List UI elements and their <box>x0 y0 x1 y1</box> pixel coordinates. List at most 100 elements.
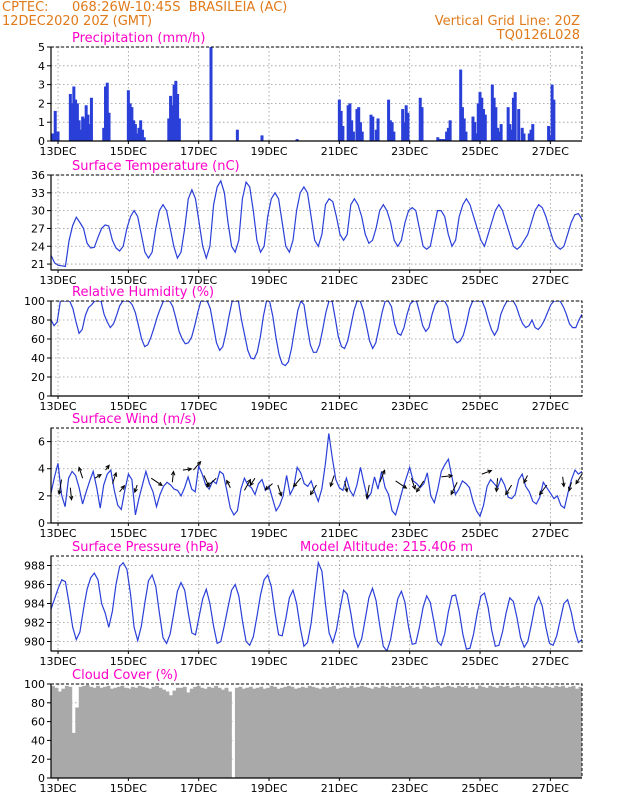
y-tick-label: 1 <box>38 116 45 129</box>
precip-bar <box>84 105 88 141</box>
cloud-bar <box>169 695 173 778</box>
x-tick-label: 23DEC <box>391 145 428 158</box>
cloud-bar <box>51 685 55 778</box>
precip-bar <box>443 139 447 141</box>
cloud-bar <box>68 686 73 778</box>
cloud-bar <box>120 685 125 778</box>
precip-bar <box>132 120 136 141</box>
cloud-bar <box>228 691 232 778</box>
wind-arrow <box>193 461 202 471</box>
cloud-bar <box>366 687 371 778</box>
x-tick-label: 23DEC <box>391 782 428 795</box>
cloud-bar <box>116 686 121 778</box>
precip-bar <box>235 129 239 141</box>
precip-bar <box>446 127 450 141</box>
cloud-bar <box>425 686 430 778</box>
wind-arrow-head <box>575 479 580 485</box>
precip-bar <box>471 116 475 141</box>
wind-arrow <box>481 470 492 475</box>
cloud-bar <box>564 687 569 778</box>
cloud-bar <box>57 691 62 778</box>
precip-bar <box>51 133 55 141</box>
cloud-bar <box>172 690 177 778</box>
cloud-bar <box>186 692 191 778</box>
wind-arrow <box>78 467 84 479</box>
precip-bar <box>464 131 468 141</box>
y-tick-label: 60 <box>31 716 45 729</box>
wind-arrow <box>539 484 548 495</box>
x-tick-label: 27DEC <box>532 655 569 668</box>
wind-arrow <box>344 480 348 492</box>
header-grid-line: Vertical Grid Line: 20Z <box>434 14 580 29</box>
cloud-bar <box>474 688 479 778</box>
precip-bar <box>174 80 178 141</box>
cloud-bar <box>214 685 218 778</box>
wind-arrow-head <box>487 469 493 474</box>
cloud-bar <box>189 688 194 778</box>
cloud-bar <box>141 686 146 778</box>
x-tick-label: 25DEC <box>461 782 498 795</box>
precip-bar <box>506 107 510 141</box>
cloud-bar <box>283 686 288 778</box>
cloud-bar <box>380 685 385 778</box>
precip-bar <box>387 99 391 141</box>
precip-bar <box>170 105 174 141</box>
precip-bar <box>53 110 57 141</box>
precip-bar <box>513 92 517 141</box>
cloud-bar <box>467 687 472 778</box>
wind-arrow <box>562 476 565 487</box>
precip-bar <box>517 109 521 141</box>
x-tick-label: 27DEC <box>532 782 569 795</box>
cloud-bar <box>200 687 205 778</box>
precip-bar <box>346 105 350 141</box>
cloud-bar <box>300 686 305 778</box>
cloud-bar <box>491 686 496 778</box>
wind-arrow <box>171 471 175 483</box>
cloud-bar <box>346 687 350 778</box>
precip-bar <box>89 97 93 141</box>
wind-arrow <box>505 484 513 495</box>
temp-frame <box>50 174 583 271</box>
x-tick-label: 15DEC <box>110 527 147 540</box>
precip-bar <box>341 125 345 141</box>
precip-bar <box>438 139 442 141</box>
cloud-bar <box>245 687 250 778</box>
y-tick-label: 984 <box>24 598 45 611</box>
cloud-bar <box>557 686 562 778</box>
cloud-bar <box>349 685 354 778</box>
cloud-bar <box>110 688 114 778</box>
x-tick-label: 13DEC <box>39 145 76 158</box>
precip-bar <box>56 131 60 141</box>
precip-bar <box>77 120 81 141</box>
precip-bar <box>107 112 111 141</box>
y-tick-label: 6 <box>38 436 45 449</box>
cloud-bar <box>89 686 94 778</box>
precip-bar <box>139 120 143 141</box>
x-tick-label: 13DEC <box>39 400 76 413</box>
wind-arrow <box>69 487 73 500</box>
cloud-bar <box>210 687 215 778</box>
y-tick-label: 100 <box>24 678 45 691</box>
x-tick-label: 13DEC <box>39 274 76 287</box>
wind-arrow-head <box>505 490 510 496</box>
precip-bar <box>508 124 512 141</box>
wind-arrow <box>441 475 453 478</box>
y-tick-label: 0 <box>38 517 45 530</box>
y-tick-label: 0 <box>38 772 45 785</box>
header-model: TQ0126L028 <box>496 28 580 43</box>
precip-bar <box>390 122 394 141</box>
cloud-bar <box>92 687 97 778</box>
cloud-bar <box>287 685 291 778</box>
cloud-bar <box>61 688 66 778</box>
cloud-bar <box>297 687 302 778</box>
cloud-bar <box>127 688 132 778</box>
rh-title: Relative Humidity (%) <box>72 285 214 300</box>
cloud-bar <box>519 687 524 778</box>
y-tick-label: 40 <box>31 734 45 747</box>
precip-bar <box>511 97 515 141</box>
wind-arrow-head <box>567 486 573 492</box>
cloud-bar <box>54 687 59 778</box>
cloud-bar <box>193 686 198 778</box>
cloud-bar <box>415 686 420 778</box>
x-tick-label: 21DEC <box>321 145 358 158</box>
